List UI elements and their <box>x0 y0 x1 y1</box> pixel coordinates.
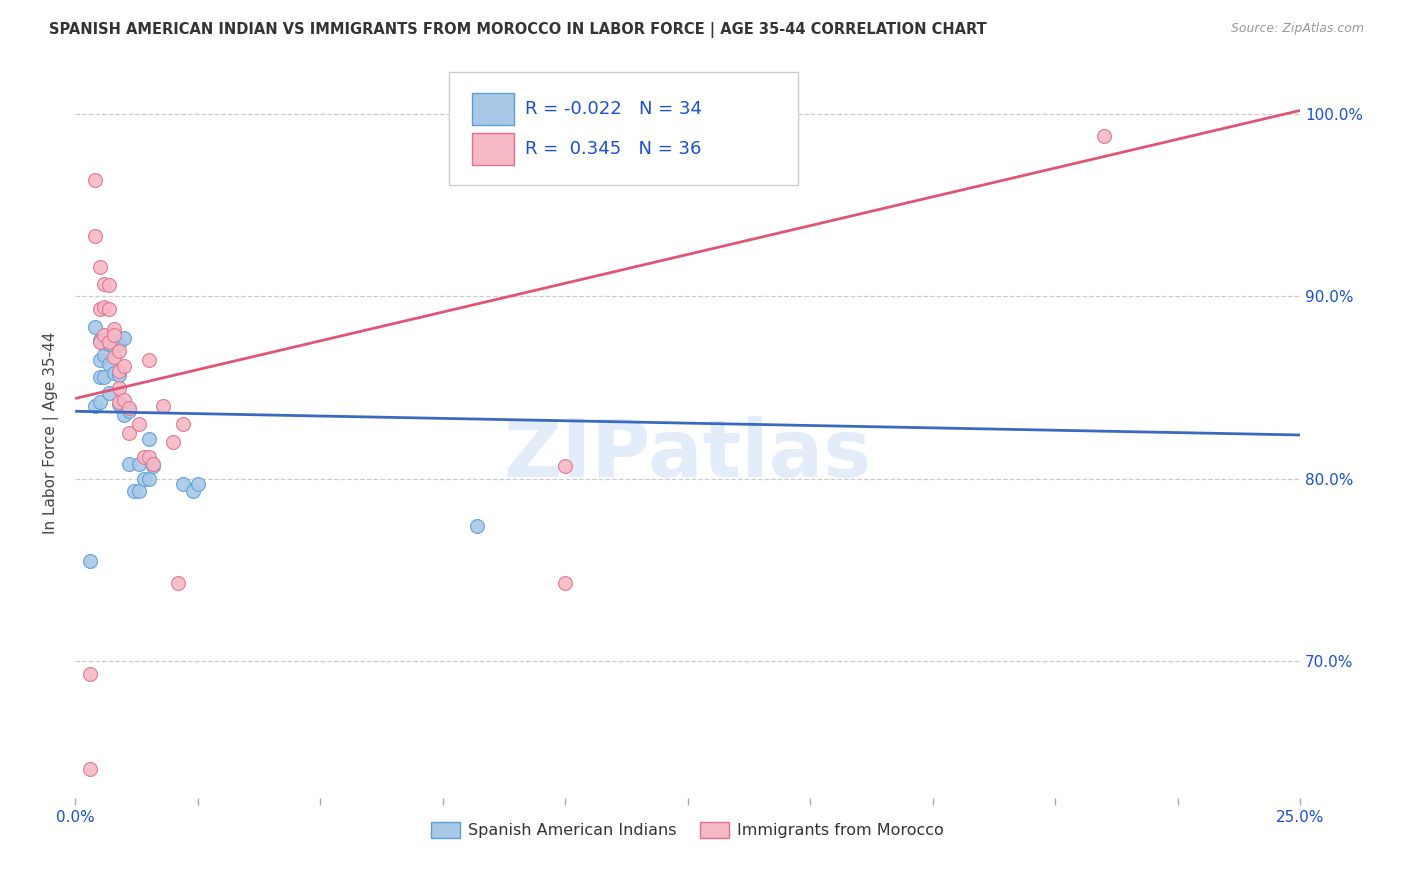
Point <box>89 369 111 384</box>
Point <box>465 519 488 533</box>
Point <box>128 417 150 431</box>
Point <box>93 277 115 291</box>
Point <box>112 408 135 422</box>
Point <box>93 327 115 342</box>
Point <box>554 575 576 590</box>
Point <box>89 260 111 275</box>
Point <box>103 327 125 342</box>
Point <box>138 450 160 464</box>
Point <box>152 399 174 413</box>
Point <box>122 484 145 499</box>
Point <box>108 381 131 395</box>
Point <box>89 302 111 317</box>
Point <box>108 395 131 409</box>
Point <box>138 353 160 368</box>
Point <box>108 368 131 382</box>
Point <box>89 353 111 368</box>
Point <box>103 322 125 336</box>
Point <box>93 301 115 315</box>
FancyBboxPatch shape <box>449 72 797 186</box>
Point <box>167 575 190 590</box>
Point <box>142 458 165 473</box>
Point <box>187 477 209 491</box>
Text: SPANISH AMERICAN INDIAN VS IMMIGRANTS FROM MOROCCO IN LABOR FORCE | AGE 35-44 CO: SPANISH AMERICAN INDIAN VS IMMIGRANTS FR… <box>49 22 987 38</box>
Point <box>98 278 121 293</box>
Point <box>172 477 194 491</box>
Point <box>118 457 141 471</box>
FancyBboxPatch shape <box>472 93 513 125</box>
Point <box>98 336 121 351</box>
Text: R = -0.022   N = 34: R = -0.022 N = 34 <box>524 100 702 118</box>
Point <box>89 334 111 349</box>
Point <box>108 336 131 351</box>
Point <box>98 386 121 401</box>
Point <box>98 302 121 317</box>
Point <box>128 457 150 471</box>
Point <box>112 359 135 373</box>
Point <box>118 401 141 415</box>
Point <box>83 399 105 413</box>
Point <box>118 426 141 441</box>
Point <box>118 404 141 418</box>
Point <box>112 331 135 345</box>
Point <box>108 364 131 378</box>
Point <box>128 484 150 499</box>
Point <box>83 229 105 244</box>
Point <box>108 344 131 359</box>
Point <box>79 554 101 568</box>
Point <box>103 350 125 364</box>
Text: Source: ZipAtlas.com: Source: ZipAtlas.com <box>1230 22 1364 36</box>
Point <box>89 395 111 409</box>
Point <box>181 484 204 499</box>
Point <box>83 172 105 186</box>
Point <box>142 457 165 471</box>
Y-axis label: In Labor Force | Age 35-44: In Labor Force | Age 35-44 <box>44 332 59 534</box>
Point <box>138 432 160 446</box>
Point <box>554 458 576 473</box>
Point <box>103 341 125 355</box>
Text: ZIPatlas: ZIPatlas <box>503 416 872 494</box>
Point <box>138 472 160 486</box>
Point <box>112 393 135 408</box>
Point <box>103 366 125 380</box>
Text: R =  0.345   N = 36: R = 0.345 N = 36 <box>524 140 702 158</box>
Point <box>98 357 121 371</box>
Point <box>172 417 194 431</box>
Point <box>89 333 111 347</box>
Legend: Spanish American Indians, Immigrants from Morocco: Spanish American Indians, Immigrants fro… <box>425 815 950 845</box>
Point <box>83 320 105 334</box>
Point <box>1092 128 1115 143</box>
Point <box>98 329 121 343</box>
Point <box>162 435 184 450</box>
Point <box>132 472 155 486</box>
Point <box>93 348 115 362</box>
Point <box>93 369 115 384</box>
Point <box>79 762 101 776</box>
Point <box>132 450 155 464</box>
Point <box>108 397 131 411</box>
Point <box>98 334 121 349</box>
Point <box>93 336 115 351</box>
FancyBboxPatch shape <box>472 133 513 165</box>
Point <box>79 666 101 681</box>
